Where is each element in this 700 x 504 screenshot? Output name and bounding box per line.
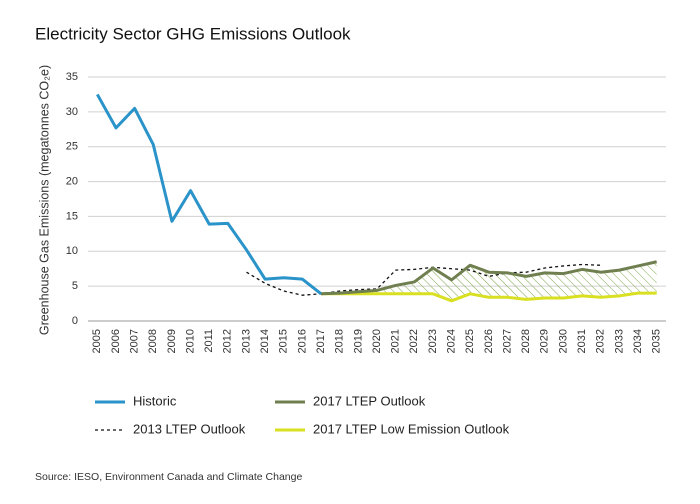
y-tick-label: 10 (66, 245, 78, 257)
y-tick-label: 15 (66, 210, 78, 222)
y-tick-label: 20 (66, 175, 78, 187)
x-tick-label: 2035 (651, 329, 663, 353)
y-axis-label: Greenhouse Gas Emissions (megatonnes CO₂… (37, 65, 51, 335)
hatch-band (321, 261, 657, 301)
legend-label: 2017 LTEP Outlook (313, 393, 426, 408)
x-tick-label: 2025 (464, 329, 476, 353)
x-tick-label: 2011 (203, 329, 215, 353)
x-tick-label: 2007 (129, 329, 141, 353)
x-tick-label: 2033 (613, 329, 625, 353)
x-tick-label: 2028 (520, 329, 532, 353)
x-tick-label: 2021 (390, 329, 402, 353)
x-tick-label: 2017 (315, 329, 327, 353)
y-tick-label: 30 (66, 106, 78, 118)
legend-label: Historic (133, 393, 177, 408)
y-tick-label: 25 (66, 141, 78, 153)
x-tick-label: 2024 (445, 329, 457, 353)
x-tick-label: 2009 (166, 329, 178, 353)
x-tick-label: 2013 (240, 329, 252, 353)
x-tick-label: 2027 (501, 329, 513, 353)
x-tick-label: 2012 (222, 329, 234, 353)
chart-title: Electricity Sector GHG Emissions Outlook (35, 24, 351, 43)
x-tick-label: 2030 (557, 329, 569, 353)
legend-label: 2017 LTEP Low Emission Outlook (313, 421, 510, 436)
x-tick-label: 2020 (371, 329, 383, 353)
source-note: Source: IESO, Environment Canada and Cli… (35, 471, 302, 483)
x-tick-label: 2018 (334, 329, 346, 353)
x-tick-label: 2014 (259, 329, 271, 353)
series-line (96, 93, 322, 295)
x-tick-label: 2026 (483, 329, 495, 353)
x-tick-label: 2015 (278, 329, 290, 353)
x-tick-label: 2034 (632, 329, 644, 353)
x-tick-label: 2023 (427, 329, 439, 353)
legend-label: 2013 LTEP Outlook (133, 421, 246, 436)
y-tick-label: 0 (72, 315, 78, 327)
x-tick-label: 2006 (110, 329, 122, 353)
x-tick-label: 2031 (576, 329, 588, 353)
series-line (321, 260, 658, 296)
x-tick-label: 2005 (91, 329, 103, 353)
y-tick-label: 5 (72, 280, 78, 292)
x-tick-label: 2029 (539, 329, 551, 353)
x-tick-label: 2008 (147, 329, 159, 353)
x-tick-label: 2016 (296, 329, 308, 353)
x-tick-label: 2032 (595, 329, 607, 353)
series-line (321, 291, 657, 303)
x-tick-label: 2010 (184, 329, 196, 353)
y-tick-label: 35 (66, 71, 78, 83)
x-tick-label: 2022 (408, 329, 420, 353)
x-tick-label: 2019 (352, 329, 364, 353)
